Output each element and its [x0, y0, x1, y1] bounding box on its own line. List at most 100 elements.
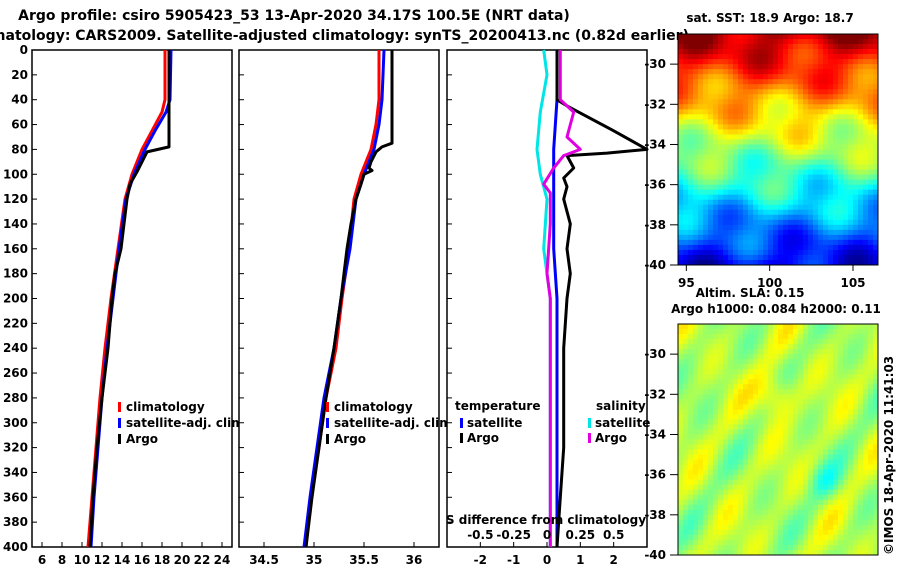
sst-map-cell — [778, 129, 784, 135]
sst-map-cell — [718, 74, 724, 80]
sla-map-cell — [683, 329, 689, 335]
sla-map-cell — [713, 409, 719, 415]
sla-map-cell — [788, 354, 794, 360]
sst-map-cell — [773, 74, 779, 80]
sla-map-cell — [848, 379, 854, 385]
sst-map-cell — [793, 114, 799, 120]
sla-map-cell — [748, 524, 754, 531]
sst-map-cell — [733, 159, 739, 165]
sst-map-cell — [868, 189, 874, 196]
sla-map-cell — [753, 334, 759, 340]
sla-map-cell — [778, 419, 784, 425]
sla-map-cell — [828, 459, 834, 466]
temperature-axis-tick-label: 24 — [214, 553, 231, 567]
sst-map-cell — [688, 244, 694, 251]
sst-map-cell — [803, 204, 809, 211]
sst-map-cell — [773, 254, 779, 261]
sla-map-cell — [743, 444, 749, 450]
sst-map-cell — [683, 49, 689, 55]
sst-map-cell — [698, 59, 704, 65]
sla-map-cell — [748, 474, 754, 481]
sst-map-cell — [683, 234, 689, 241]
sst-map-cell — [873, 139, 879, 145]
sla-map-cell — [748, 539, 754, 546]
sst-map-cell — [833, 229, 839, 236]
sla-map-cell — [773, 514, 779, 521]
sla-map-cell — [688, 419, 694, 425]
sst-map-cell — [743, 79, 749, 85]
sla-map-cell — [858, 469, 864, 476]
sla-map-cell — [753, 524, 759, 531]
sst-map-cell — [698, 169, 704, 176]
sla-map-cell — [858, 484, 864, 491]
sst-map-cell — [733, 64, 739, 70]
sla-map-cell — [753, 429, 759, 435]
sla-map-cell — [683, 404, 689, 410]
sla-map-cell — [788, 479, 794, 486]
salinity-axis-tick-label: 36 — [406, 553, 423, 567]
sla-map-cell — [788, 379, 794, 385]
sst-map-cell — [828, 239, 834, 246]
sla-map-cell — [813, 529, 819, 536]
sst-map-cell — [703, 199, 709, 206]
sla-map-cell — [798, 354, 804, 360]
sla-map-cell — [708, 519, 714, 526]
sst-map-cell — [818, 184, 824, 191]
sst-map-cell — [738, 99, 744, 105]
sst-map-cell — [828, 169, 834, 176]
sst-map-cell — [818, 164, 824, 170]
sla-map-cell — [753, 494, 759, 501]
sla-map-cell — [863, 439, 869, 445]
sla-map-cell — [868, 374, 874, 380]
sla-map-cell — [703, 534, 709, 541]
sst-map-cell — [763, 134, 769, 140]
sst-map-cell — [733, 89, 739, 95]
sla-map-cell — [868, 454, 874, 460]
sst-map-cell — [858, 69, 864, 75]
sla-map-cell — [833, 544, 839, 551]
sla-map-cell — [748, 349, 754, 355]
sst-map-cell — [773, 184, 779, 191]
sla-map-cell — [783, 379, 789, 385]
sla-map-cell — [863, 329, 869, 335]
sst-map-cell — [808, 219, 814, 226]
sla-map-cell — [753, 369, 759, 375]
sst-map-cell — [813, 174, 819, 181]
sst-map-cell — [858, 144, 864, 150]
sla-map-cell — [863, 499, 869, 506]
sla-map-cell — [848, 324, 854, 330]
sst-map-cell — [853, 109, 859, 115]
sst-map-cell — [788, 134, 794, 140]
sla-map-cell — [843, 459, 849, 466]
sst-map-cell — [823, 49, 829, 55]
sst-map-cell — [738, 34, 744, 40]
sla-map-cell — [678, 494, 684, 501]
sla-map-cell — [763, 359, 769, 365]
sst-map-cell — [783, 134, 789, 140]
sst-map-cell — [833, 154, 839, 160]
sst-map-cell — [708, 184, 714, 191]
sla-map-cell — [778, 479, 784, 486]
sla-map-cell — [683, 379, 689, 385]
sla-map-cell — [738, 514, 744, 521]
sla-map-cell — [818, 429, 824, 435]
sla-map-cell — [713, 394, 719, 400]
legend-swatch-climatology — [118, 402, 121, 412]
sst-map-cell — [808, 54, 814, 60]
sst-map-cell — [788, 174, 794, 181]
sla-map-cell — [788, 384, 794, 390]
sst-map-cell — [873, 134, 879, 140]
sla-map-cell — [713, 359, 719, 365]
sst-map-cell — [813, 104, 819, 110]
sla-map-cell — [828, 429, 834, 435]
sst-map-cell — [753, 149, 759, 155]
sst-map-cell — [778, 214, 784, 221]
sla-map-cell — [763, 419, 769, 425]
sla-map-cell — [798, 489, 804, 496]
sla-map-cell — [763, 394, 769, 400]
sst-map-cell — [713, 259, 719, 266]
sla-map-cell — [778, 499, 784, 506]
sla-map-cell — [723, 464, 729, 471]
sla-map-cell — [718, 499, 724, 506]
sst-map-cell — [763, 184, 769, 191]
